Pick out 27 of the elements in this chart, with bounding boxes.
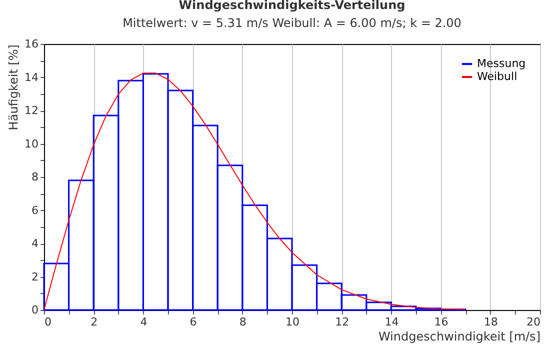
- x-tick-label: 16: [434, 316, 448, 328]
- legend-label: Messung: [477, 57, 526, 70]
- x-tick-label: 10: [286, 316, 300, 328]
- y-tick-label: 0: [32, 304, 38, 316]
- y-axis-title: Häufigkeit [%]: [6, 44, 21, 130]
- line-series: [44, 72, 466, 310]
- y-tick-label: 16: [24, 38, 38, 50]
- y-tick-label: 2: [32, 270, 38, 284]
- x-tick-label: 4: [140, 316, 148, 328]
- y-tick-label: 6: [32, 204, 38, 217]
- legend-label: Weibull: [477, 70, 518, 83]
- x-tick-label: 6: [190, 316, 197, 328]
- y-tick-label: 8: [32, 170, 38, 184]
- x-tick-label: 8: [239, 316, 246, 328]
- x-tick-label: 18: [484, 316, 498, 328]
- x-tick-label: 0: [44, 316, 52, 328]
- y-tick-label: 14: [24, 70, 38, 84]
- y-tick-label: 12: [24, 104, 38, 117]
- y-tick-label: 10: [24, 137, 38, 150]
- chart-title: Windgeschwindigkeits-Verteilung: [178, 0, 406, 12]
- x-tick-label: 14: [384, 316, 399, 328]
- x-axis-title: Windgeschwindigkeit [m/s]: [378, 330, 540, 344]
- x-tick-label: 12: [335, 316, 350, 328]
- y-tick-label: 4: [32, 237, 38, 250]
- x-tick-label: 2: [90, 316, 98, 328]
- chart-subtitle: Mittelwert: v = 5.31 m/s Weibull: A = 6.00 m/s; k = 2.00: [122, 16, 462, 30]
- x-tick-label: 20: [526, 316, 540, 328]
